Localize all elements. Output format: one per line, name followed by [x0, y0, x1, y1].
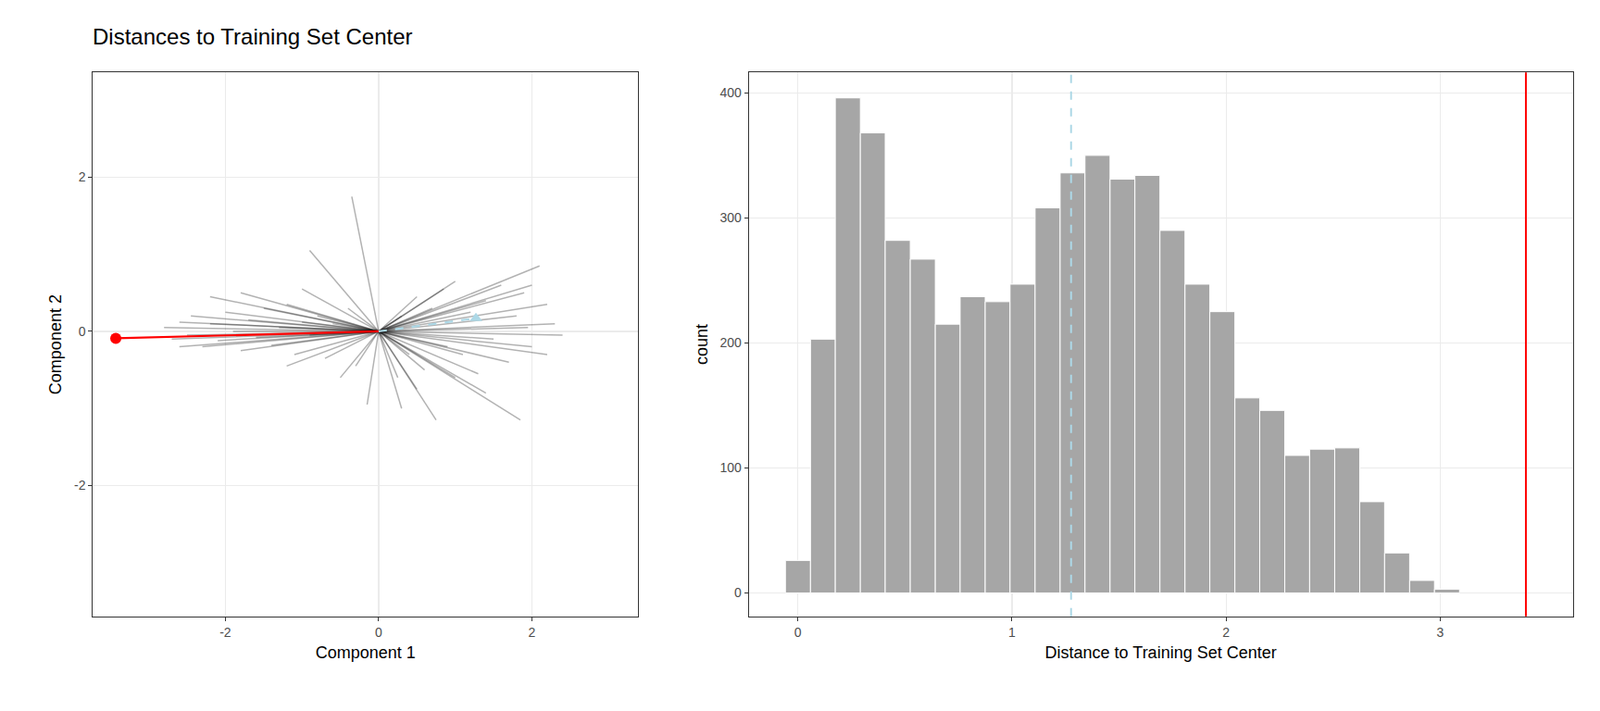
svg-text:3: 3: [1437, 625, 1445, 640]
svg-text:Component 2: Component 2: [46, 294, 65, 395]
svg-text:0: 0: [375, 625, 383, 640]
svg-text:Component 1: Component 1: [315, 643, 416, 663]
svg-text:0: 0: [794, 625, 802, 640]
svg-text:1: 1: [1008, 625, 1016, 640]
svg-text:2: 2: [528, 625, 537, 640]
svg-text:2: 2: [78, 169, 87, 185]
svg-text:-2: -2: [74, 477, 87, 493]
svg-text:300: 300: [720, 210, 743, 225]
svg-text:200: 200: [720, 335, 743, 350]
svg-text:400: 400: [720, 85, 743, 100]
svg-text:-2: -2: [219, 625, 232, 640]
svg-text:2: 2: [1222, 625, 1230, 640]
svg-text:count: count: [692, 324, 712, 365]
svg-text:Distances to Training Set Cent: Distances to Training Set Center: [92, 24, 413, 50]
svg-text:100: 100: [720, 460, 743, 475]
svg-text:0: 0: [78, 324, 87, 339]
svg-text:Distance to Training Set Cente: Distance to Training Set Center: [1045, 643, 1277, 663]
svg-text:0: 0: [734, 585, 742, 600]
